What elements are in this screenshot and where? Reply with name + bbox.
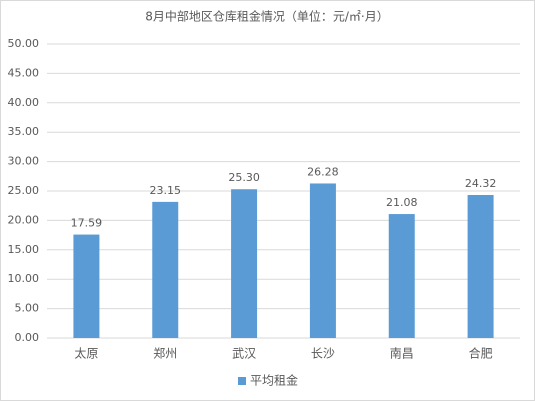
y-tick-label: 20.00 (8, 213, 40, 226)
y-tick-label: 10.00 (8, 272, 40, 285)
data-label: 17.59 (71, 217, 103, 230)
x-tick-label: 长沙 (311, 347, 335, 361)
y-tick-label: 25.00 (8, 184, 40, 197)
bar (388, 214, 415, 338)
y-tick-label: 45.00 (8, 66, 40, 79)
legend-swatch (238, 377, 246, 385)
y-tick-label: 35.00 (8, 125, 40, 138)
y-tick-label: 15.00 (8, 243, 40, 256)
data-label: 23.15 (150, 184, 182, 197)
chart-title: 8月中部地区仓库租金情况（单位：元/㎡·月） (145, 9, 389, 24)
x-tick-label: 太原 (74, 346, 98, 361)
y-tick-label: 50.00 (8, 37, 40, 50)
bar (152, 201, 179, 338)
bar (309, 183, 336, 338)
x-tick-label: 南昌 (390, 346, 414, 361)
legend-label: 平均租金 (250, 373, 298, 388)
x-tick-label: 郑州 (153, 346, 177, 361)
y-tick-label: 30.00 (8, 155, 40, 168)
bar (467, 194, 494, 338)
y-tick-label: 0.00 (15, 331, 40, 344)
x-tick-label: 合肥 (469, 346, 493, 361)
data-label: 25.30 (228, 171, 260, 184)
data-label: 26.28 (307, 165, 339, 178)
data-label: 21.08 (386, 196, 418, 209)
x-tick-label: 武汉 (232, 347, 256, 361)
y-tick-label: 5.00 (15, 302, 40, 315)
bar (73, 234, 100, 338)
bar (231, 189, 258, 338)
y-tick-label: 40.00 (8, 96, 40, 109)
data-label: 24.32 (465, 177, 497, 190)
